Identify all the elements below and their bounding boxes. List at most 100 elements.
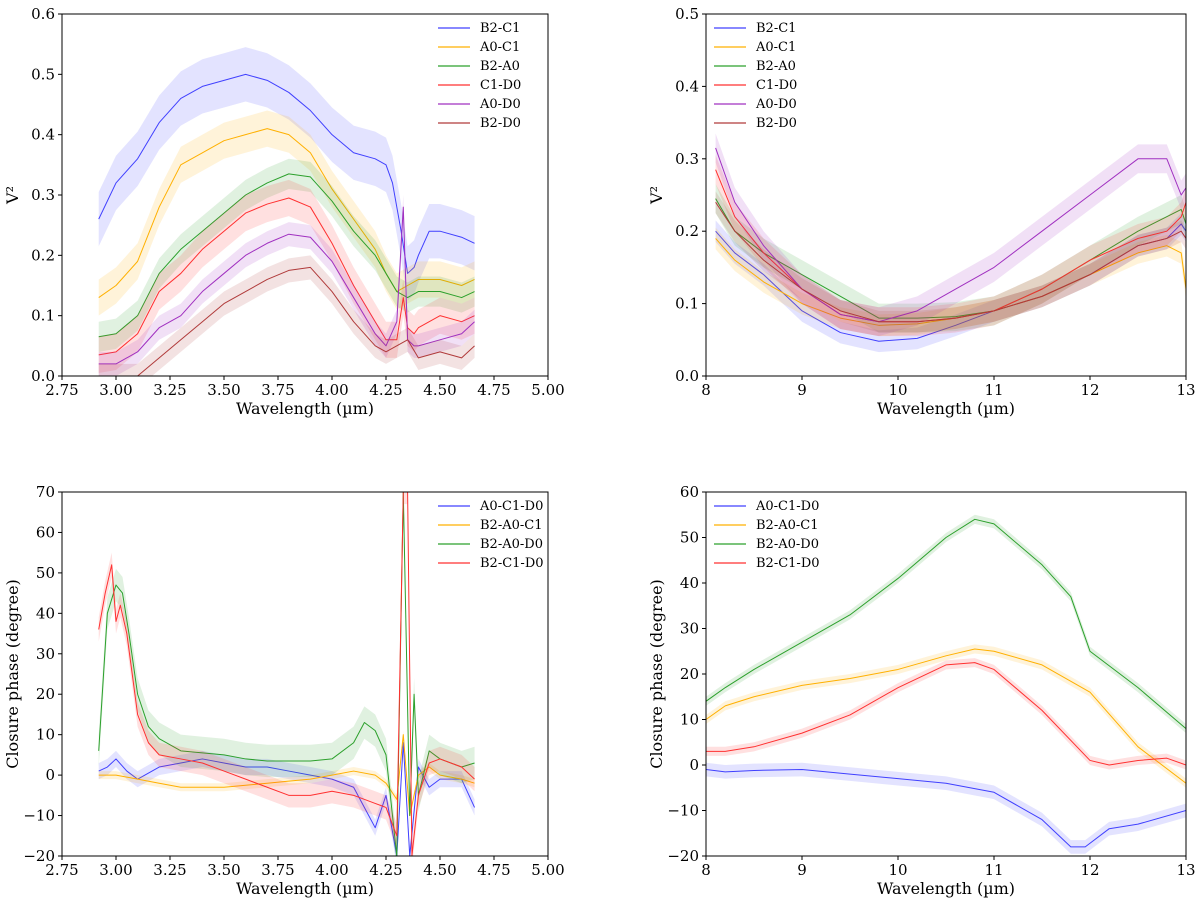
y-tick-label: 10 xyxy=(36,726,55,744)
y-tick-label: −20 xyxy=(23,847,55,865)
x-tick-label: 3.25 xyxy=(153,861,186,879)
y-tick-label: −20 xyxy=(667,847,699,865)
panel-bottom-left: 2.75 3.00 3.25 3.50 3.75 4.00 4.25 4.50 4.75 5.00… xyxy=(3,483,565,898)
x-tick-label: 10 xyxy=(888,861,907,879)
legend-label-a0-c1: A0-C1 xyxy=(479,40,520,55)
panel-top-right: 8 9 10 11 12 13 0.0 0.1 0.2 0.3 0.4 0.5 Wavelength (… xyxy=(647,5,1196,418)
legend-label-b2-d0: B2-D0 xyxy=(756,116,797,131)
x-tick-label: 3.75 xyxy=(261,381,294,399)
legend-label-b2-c1: B2-C1 xyxy=(756,21,796,36)
x-tick-label: 3.00 xyxy=(99,381,132,399)
y-tick-label: 0.0 xyxy=(675,367,699,385)
y-tick-label: 60 xyxy=(36,523,55,541)
y-tick-label: 50 xyxy=(680,529,699,547)
legend-label-b2-c1-d0: B2-C1-D0 xyxy=(480,556,544,571)
x-tick-label: 13 xyxy=(1176,861,1195,879)
series-band-b2-d0 xyxy=(98,255,475,376)
legend-label-a0-c1-d0: A0-C1-D0 xyxy=(755,499,819,514)
series-line-a0-d0 xyxy=(715,147,1186,323)
y-tick-label: 0 xyxy=(45,766,55,784)
y-tick-label: 10 xyxy=(680,711,699,729)
y-tick-label: 0.3 xyxy=(31,186,55,204)
legend: A0-C1-D0 B2-A0-C1 B2-A0-D0 B2-C1-D0 xyxy=(438,499,544,571)
x-tick-label: 12 xyxy=(1080,861,1099,879)
y-tick-label: 0 xyxy=(689,756,699,774)
x-tick-label: 4.25 xyxy=(369,381,402,399)
series-line-b2-c1-d0 xyxy=(98,492,475,856)
series-band-a0-d0 xyxy=(715,133,1186,337)
legend: A0-C1-D0 B2-A0-C1 B2-A0-D0 B2-C1-D0 xyxy=(714,499,820,571)
y-tick-label: 0.3 xyxy=(675,150,699,168)
series-line-b2-d0 xyxy=(715,201,1186,323)
x-tick-label: 13 xyxy=(1176,381,1195,399)
legend-label-b2-a0: B2-A0 xyxy=(480,59,520,74)
legend-label-b2-a0-d0: B2-A0-D0 xyxy=(756,537,819,552)
series-line-b2-a0-c1 xyxy=(98,734,475,817)
x-tick-label: 4.75 xyxy=(477,861,510,879)
series-band-b2-c1-d0 xyxy=(98,492,475,856)
series-line-b2-c1-d0 xyxy=(706,662,1186,766)
x-tick-label: 11 xyxy=(984,381,1003,399)
x-tick-label: 3.50 xyxy=(207,381,240,399)
y-tick-label: 0.2 xyxy=(31,246,55,264)
y-tick-label: 40 xyxy=(36,604,55,622)
legend: B2-C1 A0-C1 B2-A0 C1-D0 A0-D0 B2-D0 xyxy=(714,21,797,131)
legend-label-c1-d0: C1-D0 xyxy=(480,78,521,93)
x-tick-label: 2.75 xyxy=(45,861,78,879)
series-line-b2-c1 xyxy=(98,73,475,274)
x-tick-label: 4.00 xyxy=(315,381,348,399)
x-tick-label: 5.00 xyxy=(531,861,564,879)
y-tick-label: 0.4 xyxy=(31,126,55,144)
x-tick-label: 3.25 xyxy=(153,381,186,399)
series-band-b2-d0 xyxy=(715,191,1186,333)
x-tick-label: 2.75 xyxy=(45,381,78,399)
y-tick-label: 30 xyxy=(680,620,699,638)
series-line-a0-c1 xyxy=(98,128,475,298)
x-tick-label: 8 xyxy=(701,861,711,879)
y-tick-label: 50 xyxy=(36,564,55,582)
x-axis-label: Wavelength (µm) xyxy=(877,399,1015,418)
series-line-b2-a0 xyxy=(98,173,475,338)
panel-top-left: 2.75 3.00 3.25 3.50 3.75 4.00 4.25 4.50 4.75 5.00… xyxy=(3,5,565,418)
x-axis-label: Wavelength (µm) xyxy=(877,879,1015,898)
x-tick-label: 3.00 xyxy=(99,861,132,879)
legend-label-a0-c1-d0: A0-C1-D0 xyxy=(479,499,543,514)
series-band-a0-d0 xyxy=(98,195,475,376)
series-line-b2-a0-d0 xyxy=(98,492,475,856)
series-band-b2-c1 xyxy=(98,47,475,301)
x-tick-label: 4.50 xyxy=(423,381,456,399)
panel-bottom-right: 8 9 10 11 12 13 −20 −10 0 10 20 30 40 50 60 Wavelength … xyxy=(647,483,1196,898)
y-tick-label: −10 xyxy=(23,807,55,825)
y-tick-label: 0.5 xyxy=(31,65,55,83)
y-tick-label: 40 xyxy=(680,574,699,592)
y-tick-label: 0.2 xyxy=(675,222,699,240)
series-band-b2-c1-d0 xyxy=(706,658,1186,770)
legend-label-b2-a0-c1: B2-A0-C1 xyxy=(756,518,819,533)
x-tick-label: 9 xyxy=(797,861,807,879)
y-tick-label: −10 xyxy=(667,802,699,820)
series-band-a0-c1 xyxy=(715,227,1186,337)
legend-label-b2-c1-d0: B2-C1-D0 xyxy=(756,556,820,571)
y-axis-label: V² xyxy=(3,186,22,205)
y-axis-label: V² xyxy=(647,186,666,205)
plot-area xyxy=(715,133,1186,353)
x-tick-label: 3.75 xyxy=(261,861,294,879)
legend: B2-C1 A0-C1 B2-A0 C1-D0 A0-D0 B2-D0 xyxy=(438,21,521,131)
y-tick-label: 0.1 xyxy=(675,295,699,313)
series-line-a0-c1-d0 xyxy=(706,769,1186,848)
y-tick-label: 30 xyxy=(36,645,55,663)
series-line-c1-d0 xyxy=(98,197,475,356)
series-band-b2-c1 xyxy=(715,213,1186,353)
series-band-b2-a0-c1 xyxy=(706,644,1186,788)
legend-label-b2-a0-d0: B2-A0-D0 xyxy=(480,537,543,552)
series-line-b2-a0-d0 xyxy=(706,518,1186,729)
y-tick-label: 0.1 xyxy=(31,307,55,325)
series-band-a0-c1-d0 xyxy=(706,762,1186,854)
y-tick-label: 0.5 xyxy=(675,5,699,23)
series-band-c1-d0 xyxy=(98,179,475,373)
axes-frame xyxy=(705,13,1187,377)
series-band-b2-a0 xyxy=(715,184,1186,333)
x-tick-label: 3.50 xyxy=(207,861,240,879)
series-line-b2-a0-c1 xyxy=(706,648,1186,784)
